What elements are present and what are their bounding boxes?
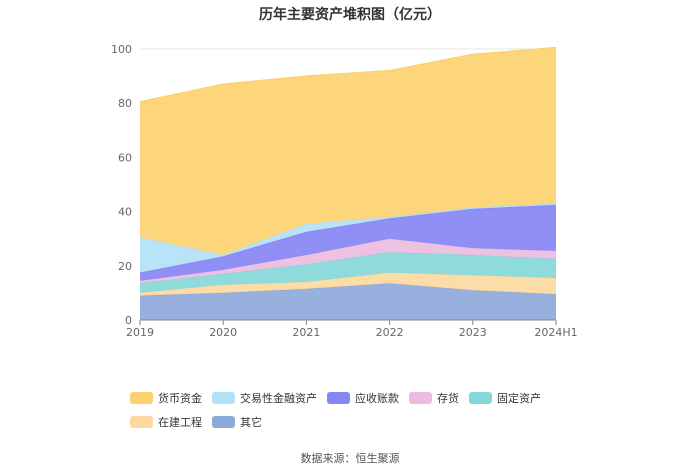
legend-label: 货币资金: [158, 392, 202, 405]
chart-title: 历年主要资产堆积图（亿元）: [259, 7, 441, 23]
x-tick-label: 2024H1: [534, 326, 577, 339]
legend-item[interactable]: 交易性金融资产: [212, 391, 317, 405]
x-tick-label: 2022: [376, 326, 404, 339]
series-area-4: [140, 204, 556, 281]
series-area-1: [140, 272, 556, 296]
x-tick-label: 2020: [209, 326, 237, 339]
legend-swatch: [212, 416, 235, 428]
legend-label: 存货: [437, 392, 459, 405]
legend-label: 固定资产: [497, 392, 541, 405]
y-tick-label: 80: [118, 97, 132, 110]
y-tick-label: 20: [118, 260, 132, 273]
x-tick-label: 2021: [292, 326, 320, 339]
legend-label: 在建工程: [158, 416, 202, 429]
legend-item[interactable]: 其它: [212, 415, 262, 429]
series-area-3: [140, 238, 556, 284]
legend-label: 其它: [240, 416, 262, 429]
y-tick-label: 0: [125, 314, 132, 327]
y-tick-label: 100: [111, 43, 132, 56]
legend-item[interactable]: 应收账款: [327, 391, 399, 405]
legend-item[interactable]: 固定资产: [469, 391, 541, 405]
series-line-6: [139, 46, 557, 103]
series-area-2: [140, 252, 556, 293]
legend-swatch: [130, 392, 153, 404]
legend-swatch: [130, 416, 153, 428]
legend: 货币资金 交易性金融资产 应收账款 存货 固定资产在建工程 其它: [130, 389, 590, 437]
x-tick-label: 2019: [126, 326, 154, 339]
series-area-6: [140, 47, 556, 255]
axis-layer: 0 20 40 60 80 100 2019 2020 2021 2022 2023 2024H1: [111, 43, 578, 339]
area-layer: [139, 46, 557, 320]
legend-item[interactable]: 货币资金: [130, 391, 202, 405]
legend-swatch: [212, 392, 235, 404]
y-tick-label: 40: [118, 206, 132, 219]
legend-item[interactable]: 存货: [409, 391, 459, 405]
legend-item[interactable]: 在建工程: [130, 415, 202, 429]
source-note: 数据来源：恒生聚源: [300, 452, 400, 465]
legend-label: 应收账款: [355, 392, 399, 405]
y-tick-label: 60: [118, 151, 132, 164]
legend-swatch: [469, 392, 492, 404]
legend-label: 交易性金融资产: [240, 392, 317, 405]
x-tick-label: 2023: [459, 326, 487, 339]
legend-swatch: [327, 392, 350, 404]
legend-swatch: [409, 392, 432, 404]
